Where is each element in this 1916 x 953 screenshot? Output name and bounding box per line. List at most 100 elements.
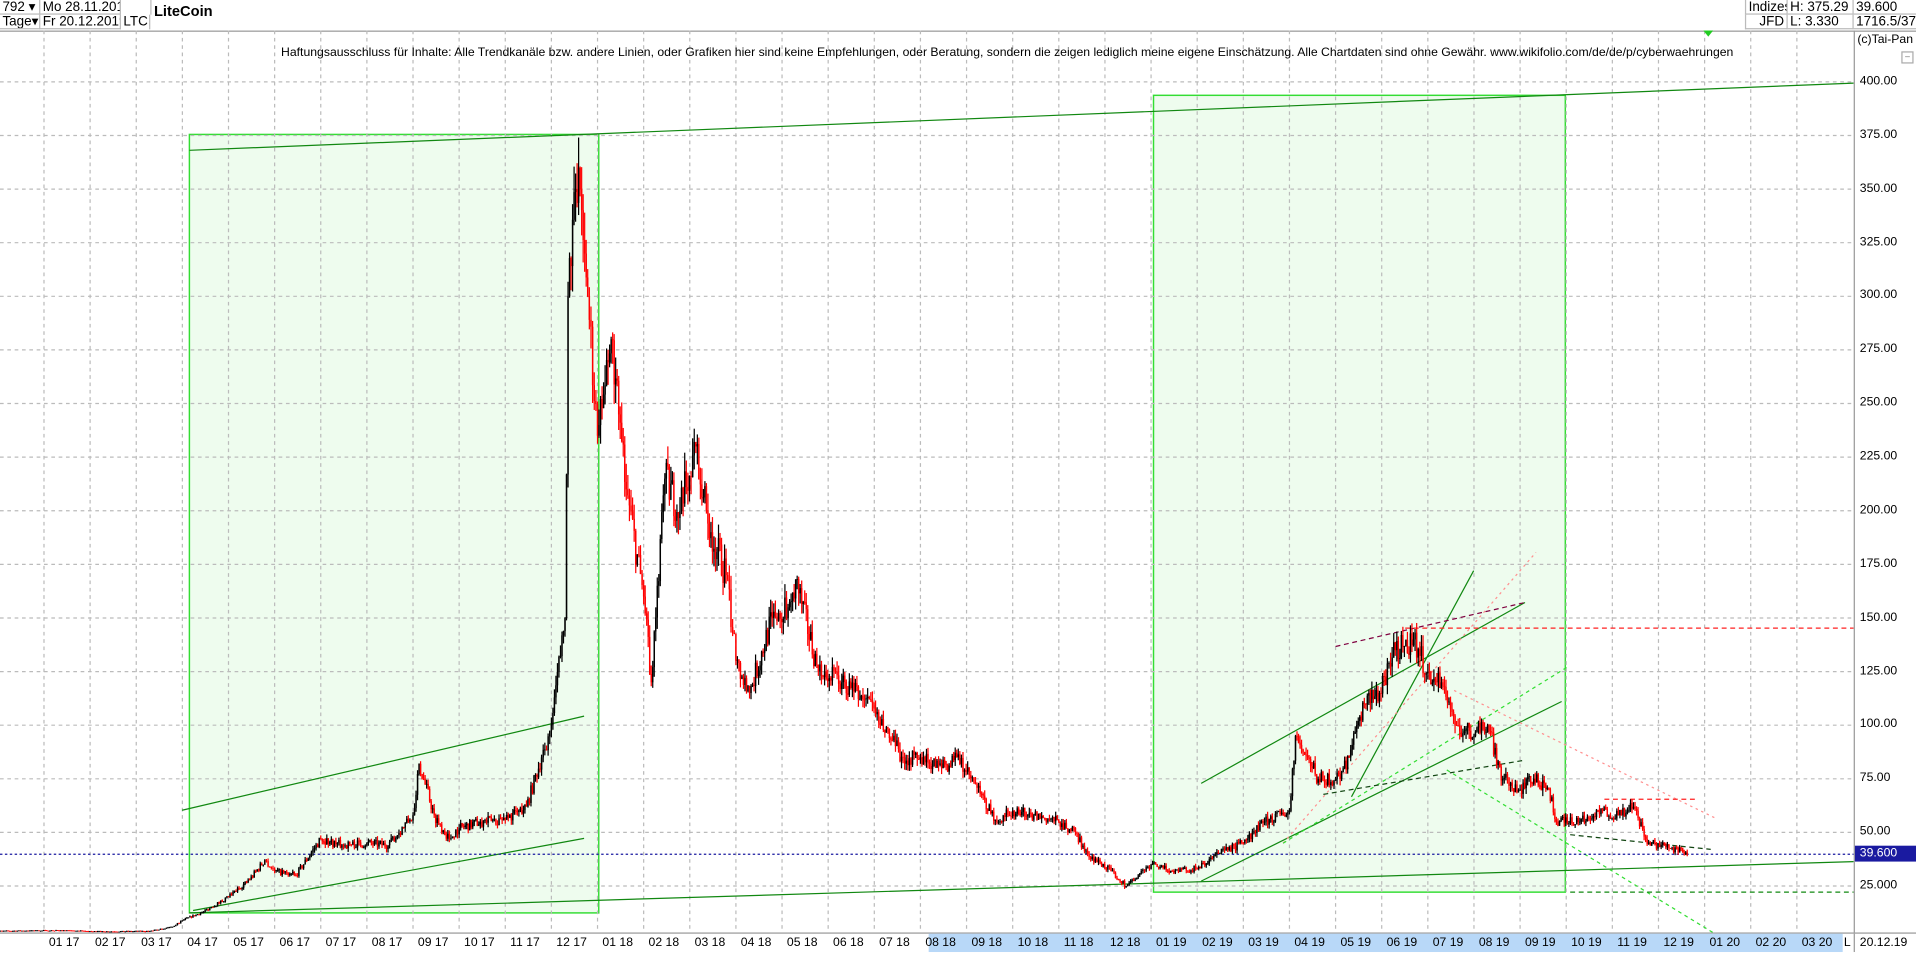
scale-mode[interactable]: L — [1843, 936, 1851, 950]
candle-body — [971, 777, 974, 779]
candle-body — [406, 818, 408, 823]
collapse-icon[interactable]: − — [1901, 51, 1914, 64]
candle-body — [327, 838, 330, 844]
candle-body — [1191, 870, 1194, 872]
candle-body — [407, 818, 410, 822]
candle-body — [130, 931, 133, 932]
bar-count-select[interactable]: 792 ▾ — [0, 0, 41, 15]
candle-body — [1299, 742, 1301, 745]
symbol: LTC — [121, 14, 151, 30]
candle-body — [668, 466, 671, 500]
candle-body — [1228, 847, 1231, 850]
candle-body — [822, 675, 824, 678]
candle-body — [741, 676, 743, 679]
candle-body — [819, 664, 821, 672]
candle-body — [441, 824, 443, 833]
candle-body — [588, 296, 591, 320]
y-tick-label: 50.00 — [1859, 825, 1891, 839]
candle-body — [49, 930, 51, 932]
candle-body — [1477, 723, 1480, 728]
candle-body — [1083, 845, 1086, 852]
candle-body — [576, 188, 578, 203]
candle-body — [762, 651, 764, 654]
candle-body — [1561, 816, 1564, 819]
candle-body — [625, 481, 627, 490]
date-to[interactable]: Fr 20.12.2019 — [40, 14, 121, 30]
candle-body — [419, 763, 422, 775]
date-from[interactable]: Mo 28.11.2016 — [40, 0, 121, 15]
candle-body — [1279, 810, 1281, 815]
candle-body — [1242, 842, 1245, 844]
candle-body — [1483, 728, 1486, 733]
candle-body — [525, 804, 528, 807]
candle-body — [1251, 831, 1254, 840]
candle-body — [1451, 708, 1453, 712]
candle-body — [1113, 870, 1115, 873]
candle-body — [711, 532, 714, 552]
candle-body — [81, 930, 83, 932]
candle-body — [1244, 840, 1246, 844]
candle-body — [1668, 845, 1670, 849]
candle-body — [1585, 821, 1587, 823]
candle-body — [1017, 808, 1020, 815]
candle-body — [1345, 760, 1347, 770]
candle-body — [579, 167, 581, 190]
candle-body — [21, 930, 23, 932]
candle-body — [974, 781, 977, 785]
candle-body — [275, 870, 277, 872]
candle-body — [733, 632, 736, 635]
candle-body — [335, 840, 337, 845]
candle-body — [988, 804, 990, 811]
candle-body — [1256, 825, 1258, 834]
candle-body — [1684, 852, 1687, 855]
candle-body — [750, 685, 752, 694]
x-tick-label: 06 17 — [279, 936, 311, 950]
candle-body — [1448, 701, 1450, 703]
candle-body — [549, 730, 551, 737]
candle-body — [844, 675, 846, 683]
market: Indizes — [1744, 0, 1788, 15]
candle-body — [61, 930, 63, 932]
candle-body — [202, 911, 205, 913]
candle-body — [15, 930, 17, 932]
candle-body — [1498, 761, 1501, 767]
candle-body — [95, 931, 97, 933]
candle-body — [41, 930, 43, 932]
candle-body — [290, 873, 293, 875]
candle-body — [1050, 818, 1052, 820]
candle-body — [186, 917, 188, 919]
candle-body — [810, 631, 812, 640]
candle-body — [372, 843, 374, 845]
candle-body — [1314, 763, 1316, 775]
candle-body — [402, 827, 405, 829]
candle-body — [707, 510, 709, 524]
candle-body — [610, 339, 612, 354]
candle-body — [616, 378, 618, 381]
candle-body — [955, 752, 958, 758]
candle-body — [765, 629, 767, 651]
candle-body — [1315, 774, 1318, 783]
period-select[interactable]: Tage▾ — [0, 14, 41, 30]
candle-body — [1617, 810, 1620, 816]
candle-body — [873, 702, 875, 709]
candle-body — [1166, 870, 1169, 872]
candle-body — [568, 258, 571, 297]
candle-body — [659, 539, 662, 582]
candle-body — [1425, 673, 1427, 675]
candle-body — [66, 930, 68, 932]
candle-body — [847, 693, 849, 695]
candle-body — [244, 881, 246, 884]
candle-body — [630, 505, 632, 512]
candle-body — [292, 871, 294, 874]
candle-body — [1287, 811, 1289, 815]
candle-body — [845, 682, 848, 694]
candle-body — [265, 860, 268, 862]
candle-body — [1665, 845, 1667, 848]
candle-body — [957, 754, 960, 758]
x-tick-label: 03 17 — [141, 936, 172, 950]
candle-body — [472, 822, 474, 828]
price-chart[interactable] — [0, 30, 1854, 933]
candle-body — [1183, 867, 1186, 869]
candle-body — [1468, 722, 1470, 731]
candle-body — [1120, 881, 1123, 884]
